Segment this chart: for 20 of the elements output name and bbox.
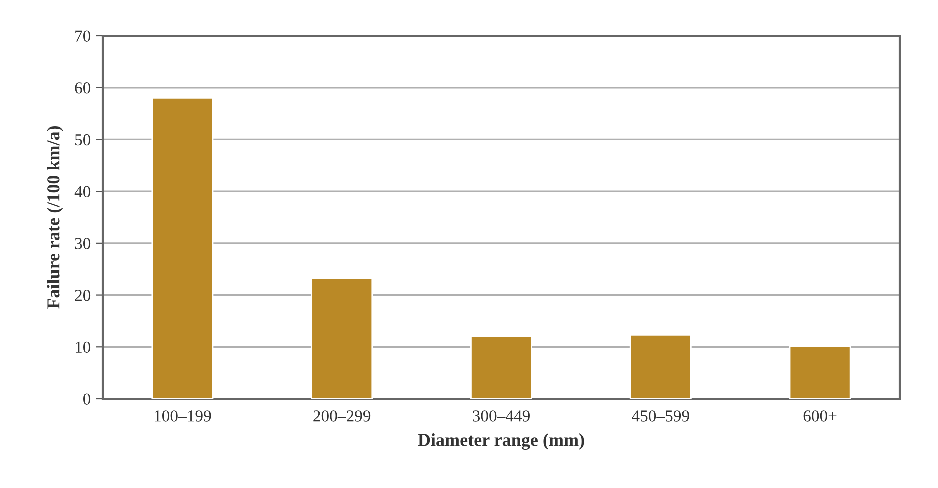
y-tick-label: 20 xyxy=(75,290,91,302)
x-tick-label: 100–199 xyxy=(155,410,212,422)
x-tick-label: 600+ xyxy=(804,410,837,422)
y-tick-label: 30 xyxy=(75,238,91,250)
bar xyxy=(152,98,214,399)
bar xyxy=(789,346,852,399)
y-tick-label: 60 xyxy=(75,82,91,94)
x-axis-title: Diameter range (mm) xyxy=(418,434,584,450)
y-tick-label: 40 xyxy=(74,186,91,198)
y-tick-label: 0 xyxy=(83,394,91,405)
bar xyxy=(311,278,374,399)
x-tick-label: 300–449 xyxy=(473,410,530,422)
bar xyxy=(470,336,532,399)
y-tick-label: 10 xyxy=(76,342,91,354)
bar xyxy=(630,334,692,399)
y-tick-label: 70 xyxy=(76,30,91,42)
x-tick-label: 200–299 xyxy=(314,410,371,422)
y-axis-title: Failure rate (/100 km/a) xyxy=(47,126,64,310)
x-tick-label: 450–599 xyxy=(632,410,690,422)
y-tick-label: 50 xyxy=(75,134,91,146)
